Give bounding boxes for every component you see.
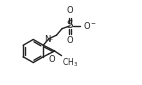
Text: S: S (67, 20, 73, 30)
Text: N: N (44, 35, 50, 44)
Text: O$^-$: O$^-$ (83, 20, 97, 31)
Text: O: O (67, 36, 73, 45)
Text: CH$_3$: CH$_3$ (62, 56, 78, 69)
Text: O: O (49, 55, 55, 64)
Text: +: + (47, 37, 53, 42)
Text: O: O (67, 6, 73, 15)
